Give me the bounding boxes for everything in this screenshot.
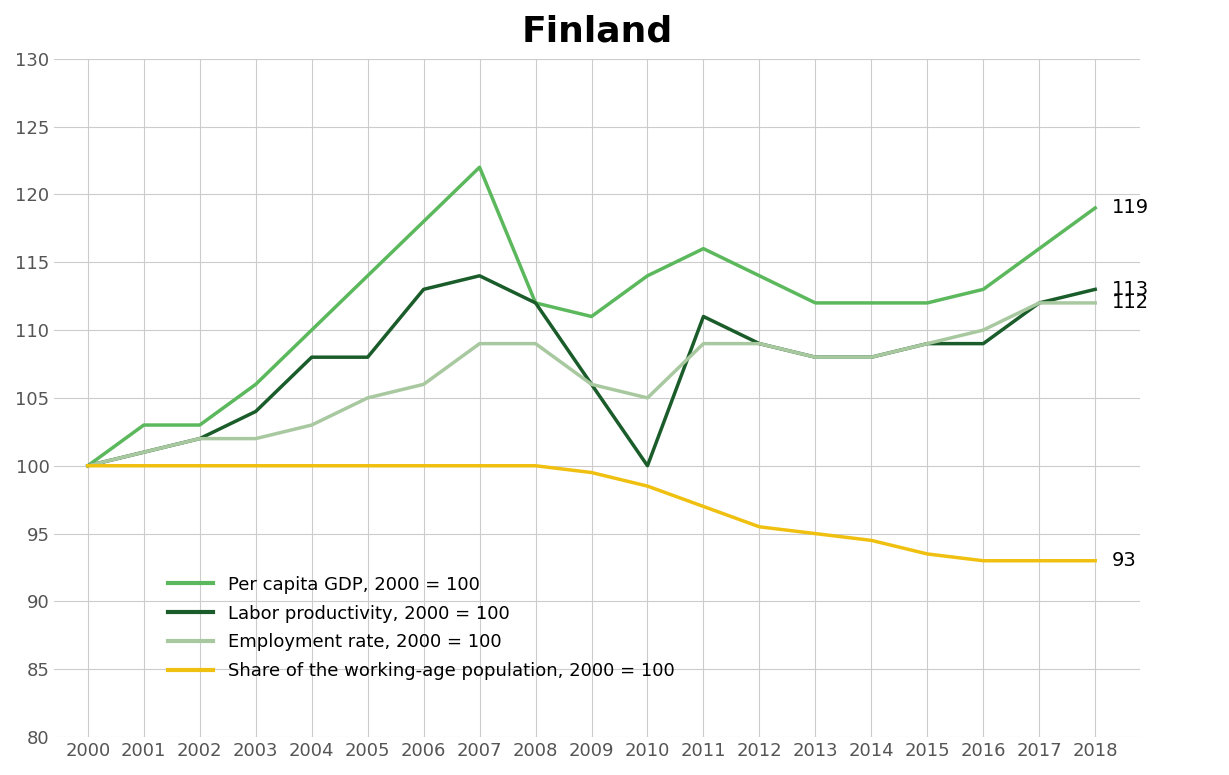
Text: 119: 119 <box>1112 198 1149 218</box>
Title: Finland: Finland <box>521 15 672 49</box>
Text: 113: 113 <box>1112 280 1149 299</box>
Legend: Per capita GDP, 2000 = 100, Labor productivity, 2000 = 100, Employment rate, 200: Per capita GDP, 2000 = 100, Labor produc… <box>161 568 682 687</box>
Text: 93: 93 <box>1112 551 1137 570</box>
Text: 112: 112 <box>1112 294 1149 312</box>
